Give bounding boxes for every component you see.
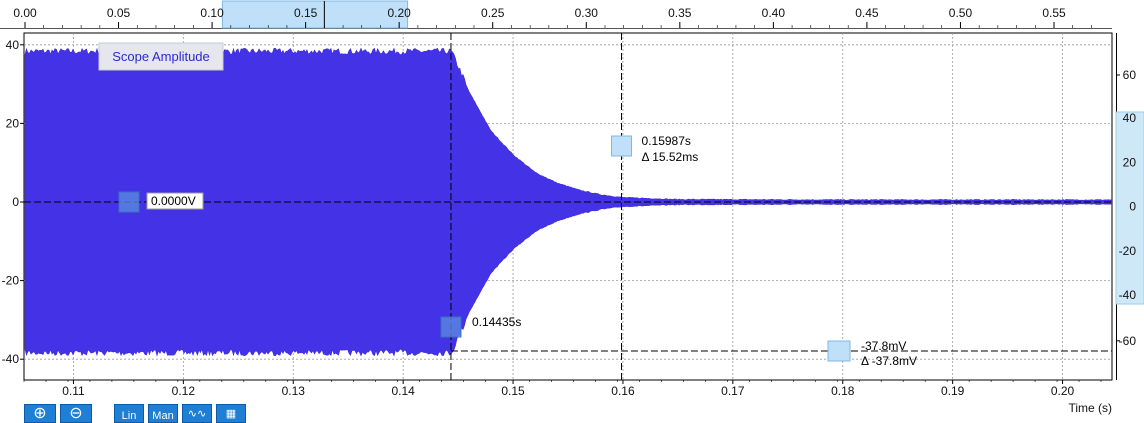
- overview-tick-label: 0.15: [294, 6, 318, 20]
- x-tick-label: 0.15: [501, 384, 525, 398]
- reference-cursor-handle: [118, 191, 140, 213]
- overview-tick-label: 0.05: [107, 6, 131, 20]
- right-outer-tick-label: -60: [1119, 334, 1137, 348]
- overview-tick-label: 0.25: [481, 6, 505, 20]
- time-cursor-2-delta: Δ 15.52ms: [642, 150, 699, 164]
- overview-tick-label: 0.00: [13, 6, 37, 20]
- lin-scale-button[interactable]: Lin: [114, 404, 144, 423]
- y-tick-label: -40: [2, 352, 20, 366]
- overview-tick-label: 0.45: [855, 6, 879, 20]
- right-outer-tick-label: 60: [1123, 68, 1137, 82]
- right-inner-tick-label: -20: [1119, 244, 1137, 258]
- waveform-icon: ∿∿: [187, 408, 207, 420]
- right-inner-tick-label: 0: [1129, 200, 1136, 214]
- overview-tick-label: 0.35: [668, 6, 692, 20]
- time-cursor-1-label: 0.14435s: [472, 315, 521, 329]
- right-inner-tick-label: 20: [1123, 155, 1137, 169]
- y-tick-label: 0: [12, 195, 19, 209]
- x-tick-label: 0.14: [391, 384, 415, 398]
- time-cursor-2-handle: [611, 135, 633, 157]
- right-inner-tick-label: -40: [1119, 288, 1137, 302]
- x-tick-label: 0.18: [831, 384, 855, 398]
- y-axis: 40 20 0 -20 -40: [2, 38, 24, 366]
- time-cursor-1-handle: [440, 316, 462, 338]
- waveform-view-button[interactable]: ∿∿: [182, 404, 212, 423]
- zoom-out-button[interactable]: ⊖: [60, 404, 92, 423]
- right-inner-tick-label: 40: [1123, 111, 1137, 125]
- x-tick-label: 0.16: [611, 384, 635, 398]
- overview-axis[interactable]: 0.00 0.05 0.10 0.15 0.20 0.25 0.30 0.35 0.40 0.45…: [0, 0, 1112, 29]
- overview-window[interactable]: [221, 0, 409, 29]
- amplitude-cursor-2-delta: Δ -37.8mV: [861, 354, 917, 368]
- x-tick-label: 0.17: [721, 384, 745, 398]
- overview-tick-label: 0.30: [575, 6, 599, 20]
- amplitude-cursor-2-handle: [827, 340, 851, 362]
- manual-scale-button[interactable]: Man: [148, 404, 178, 423]
- zoom-in-icon: ⊕: [33, 405, 47, 422]
- chart-title-badge: Scope Amplitude: [98, 42, 224, 71]
- toolbar: ⊕ ⊖ Lin Man ∿∿ ▦: [24, 404, 246, 423]
- zoom-in-button[interactable]: ⊕: [24, 404, 56, 423]
- overview-tick-label: 0.50: [949, 6, 973, 20]
- x-tick-label: 0.12: [172, 384, 196, 398]
- reference-cursor-label-box: [146, 192, 204, 210]
- x-tick-label: 0.13: [282, 384, 306, 398]
- reference-cursor-label: 0.0000V: [151, 194, 196, 208]
- overview-tick-label: 0.10: [200, 6, 224, 20]
- overview-tick-label: 0.55: [1042, 6, 1066, 20]
- right-inner-axis-band: [1115, 111, 1144, 305]
- lin-label: Lin: [121, 410, 137, 422]
- amplitude-cursor-2-label: -37.8mV: [861, 339, 906, 353]
- y-tick-label: -20: [2, 274, 20, 288]
- chart-title: Scope Amplitude: [112, 49, 210, 64]
- plot-area[interactable]: 0.0000V 0.14435s 0.15987s Δ 15.52ms -37.8mVΔ…: [23, 32, 1113, 381]
- table-view-button[interactable]: ▦: [216, 404, 246, 423]
- man-label: Man: [152, 410, 174, 422]
- y-tick-label: 40: [6, 38, 20, 52]
- x-tick-label: 0.19: [941, 384, 965, 398]
- x-axis-label: Time (s): [1068, 401, 1112, 415]
- overview-tick-label: 0.20: [388, 6, 412, 20]
- y-tick-label: 20: [6, 116, 20, 130]
- overview-tick-label: 0.40: [762, 6, 786, 20]
- zoom-out-icon: ⊖: [69, 405, 83, 422]
- x-tick-label: 0.20: [1051, 384, 1075, 398]
- x-axis: 0.11 0.12 0.13 0.14 0.15 0.16 0.17 0.18 0.19 0.20: [23, 380, 1102, 398]
- time-cursor-2-label: 0.15987s: [642, 134, 691, 148]
- table-icon: ▦: [225, 408, 237, 420]
- x-tick-label: 0.11: [62, 384, 85, 398]
